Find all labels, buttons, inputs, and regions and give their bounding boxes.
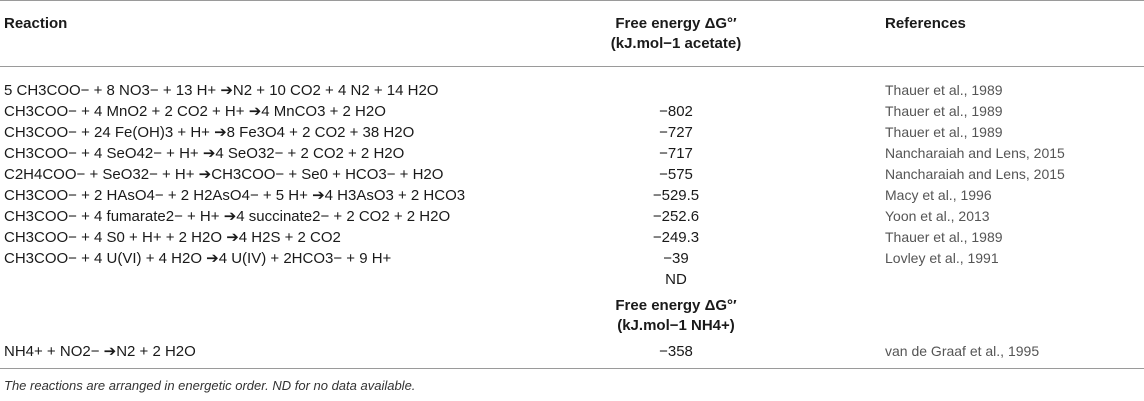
header-free-energy-nh4: Free energy ΔG°′ (kJ.mol−1 NH4+) — [606, 296, 746, 336]
row-reaction: CH3COO− + 4 S0 + H+ + 2 H2O ➔4 H2S + 2 C… — [4, 229, 341, 246]
row-reference: Yoon et al., 2013 — [885, 208, 990, 224]
row-energy: −717 — [659, 145, 693, 162]
row-reference: Nancharaiah and Lens, 2015 — [885, 166, 1065, 182]
row-energy: −575 — [659, 166, 693, 183]
nh4-reference: van de Graaf et al., 1995 — [885, 343, 1040, 359]
row-reaction: CH3COO− + 4 SeO42− + H+ ➔4 SeO32− + 2 CO… — [4, 145, 405, 162]
row-reference: Macy et al., 1996 — [885, 187, 992, 203]
row-energy: −529.5 — [652, 187, 700, 204]
row-reaction: 5 CH3COO− + 8 NO3− + 13 H+ ➔N2 + 10 CO2 … — [4, 82, 439, 99]
header-energy-line-1: Free energy ΔG°′ — [615, 15, 737, 32]
table-bottom-rule — [0, 368, 1144, 369]
row-reaction: CH3COO− + 2 HAsO4− + 2 H2AsO4− + 5 H+ ➔4… — [4, 187, 466, 204]
row-reaction: CH3COO− + 4 MnO2 + 2 CO2 + H+ ➔4 MnCO3 +… — [4, 103, 386, 120]
row-reference: Lovley et al., 1991 — [885, 250, 999, 266]
row-reaction: CH3COO− + 24 Fe(OH)3 + H+ ➔8 Fe3O4 + 2 C… — [4, 124, 415, 141]
row-reference: Thauer et al., 1989 — [885, 82, 1003, 98]
row-reaction: C2H4COO− + SeO32− + H+ ➔CH3COO− + Se0 + … — [4, 166, 444, 183]
row-reference: Nancharaiah and Lens, 2015 — [885, 145, 1065, 161]
nh4-reaction: NH4+ + NO2− ➔N2 + 2 H2O — [4, 343, 196, 360]
row-reaction: CH3COO− + 4 fumarate2− + H+ ➔4 succinate… — [4, 208, 451, 225]
header-nh4-line-1: Free energy ΔG°′ — [615, 297, 737, 314]
row-energy: −252.6 — [652, 208, 700, 225]
row-energy: ND — [665, 271, 687, 288]
header-rule — [0, 66, 1144, 67]
nh4-energy: −358 — [659, 343, 693, 360]
header-free-energy-acetate: Free energy ΔG°′ (kJ.mol−1 acetate) — [606, 14, 746, 54]
header-nh4-line-2: (kJ.mol−1 NH4+) — [617, 317, 735, 334]
row-energy: −727 — [659, 124, 693, 141]
row-reaction: CH3COO− + 4 U(VI) + 4 H2O ➔4 U(IV) + 2HC… — [4, 250, 392, 267]
row-energy: −802 — [659, 103, 693, 120]
header-reaction: Reaction — [4, 15, 68, 32]
row-reference: Thauer et al., 1989 — [885, 103, 1003, 119]
header-references: References — [885, 15, 966, 32]
row-energy: −39 — [663, 250, 689, 267]
header-energy-line-2: (kJ.mol−1 acetate) — [610, 35, 742, 52]
table-top-rule — [0, 0, 1144, 1]
row-energy: −249.3 — [652, 229, 700, 246]
row-reference: Thauer et al., 1989 — [885, 124, 1003, 140]
table-footnote: The reactions are arranged in energetic … — [4, 378, 416, 393]
row-reference: Thauer et al., 1989 — [885, 229, 1003, 245]
